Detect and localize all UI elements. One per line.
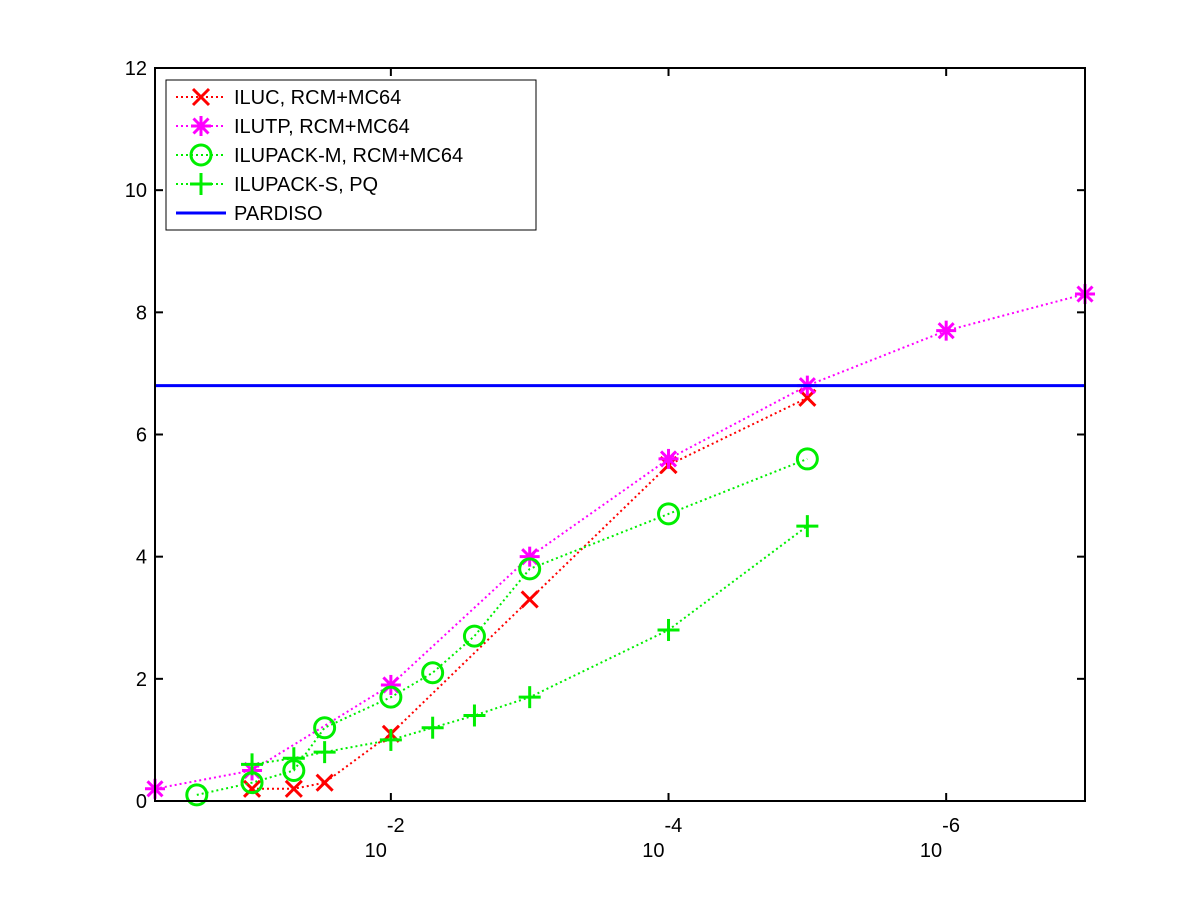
x-tick-label-exponent: -2 [387,815,405,837]
y-tick-label: 8 [136,302,147,324]
data-point [658,448,679,469]
legend-item: ILUPACK-M, RCM+MC64 [176,143,463,167]
data-point [795,447,819,471]
legend-item: ILUC, RCM+MC64 [176,87,401,109]
legend: ILUC, RCM+MC64 ILUTP, RCM+MC64 ILUPACK-M, … [165,79,537,231]
series-3 [241,515,819,776]
data-point [284,779,303,798]
y-tick-label: 2 [136,669,147,691]
data-point [936,320,957,341]
data-point [518,557,542,581]
data-point [796,515,819,538]
y-tick-label: 0 [136,791,147,813]
y-tick-label: 4 [136,547,147,569]
legend-label: ILUC, RCM+MC64 [234,87,401,109]
data-point [462,624,486,648]
legend-item: PARDISO [176,203,323,225]
data-point [313,741,336,764]
legend-label: ILUPACK-S, PQ [234,174,378,196]
legend-marker [190,173,212,195]
x-tick-label-base: 10 [920,840,942,862]
x-tick-label-base: 10 [642,840,664,862]
data-point [379,685,403,709]
x-tick-label-exponent: -6 [942,815,960,837]
data-point [520,590,539,609]
data-point [421,661,445,685]
legend-item: ILUPACK-S, PQ [176,173,378,196]
series-1 [145,284,1095,799]
data-point [313,716,337,740]
legend-marker [189,143,213,167]
data-point [657,618,680,641]
legend-marker [191,87,211,107]
series-line [196,457,808,796]
data-point [185,783,209,807]
legend-label: ILUTP, RCM+MC64 [234,116,410,138]
series-line [154,293,1086,790]
y-tick-label: 12 [125,58,147,80]
legend-item: ILUTP, RCM+MC64 [176,116,410,138]
y-tick-label: 6 [136,425,147,447]
plot-layer [145,284,1095,807]
x-tick-label-base: 10 [365,840,387,862]
legend-label: PARDISO [234,203,323,225]
data-point [282,747,305,770]
legend-label: ILUPACK-M, RCM+MC64 [234,145,463,167]
legend-marker [191,116,211,136]
data-point [463,704,486,727]
y-tick-label: 10 [125,180,147,202]
data-point [379,728,402,751]
data-point [518,686,541,709]
legend-box [165,79,537,231]
data-point [241,753,264,776]
data-point [315,773,334,792]
data-point [657,502,681,526]
data-point [421,716,444,739]
x-tick-label-exponent: -4 [665,815,683,837]
series-2 [185,447,819,807]
